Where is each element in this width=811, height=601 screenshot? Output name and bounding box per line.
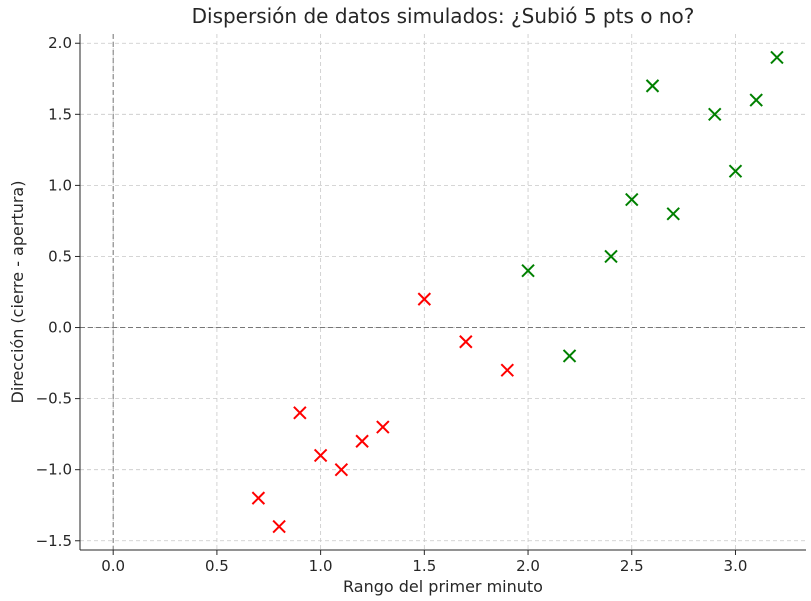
data-point — [293, 406, 307, 420]
x-tick-label: 0.0 — [101, 557, 125, 575]
data-point — [334, 462, 349, 477]
y-tick-label: −1.5 — [36, 532, 72, 550]
data-points — [251, 50, 784, 534]
data-point — [770, 50, 784, 65]
x-axis-ticks: 0.0 0.5 1.0 1.5 2.0 2.5 3.0 — [101, 550, 747, 575]
data-point — [355, 434, 369, 448]
y-tick-label: 0.5 — [48, 247, 72, 265]
reference-lines — [80, 34, 806, 550]
data-point — [500, 363, 515, 377]
data-point — [521, 263, 535, 278]
x-tick-label: 2.0 — [516, 557, 540, 575]
y-tick-label: −1.0 — [36, 461, 72, 479]
x-tick-label: 1.5 — [412, 557, 436, 575]
data-point — [645, 79, 660, 93]
y-tick-label: 1.0 — [48, 176, 72, 194]
axes — [79, 34, 806, 551]
data-point — [728, 164, 743, 178]
data-point — [666, 207, 680, 221]
chart-title: Dispersión de datos simulados: ¿Subió 5 … — [192, 4, 695, 28]
y-axis-label: Dirección (cierre - apertura) — [8, 181, 27, 404]
y-tick-label: 0.0 — [48, 319, 72, 337]
y-tick-label: −0.5 — [36, 390, 72, 408]
data-point — [313, 448, 328, 463]
y-axis-ticks: −1.5 −1.0 −0.5 0.0 0.5 1.0 1.5 2.0 — [36, 34, 80, 550]
data-point — [417, 292, 432, 306]
data-point — [272, 519, 286, 534]
data-point — [459, 335, 473, 349]
data-point — [708, 107, 722, 122]
data-point — [604, 249, 618, 264]
data-point — [251, 491, 266, 505]
data-point — [749, 93, 763, 107]
y-tick-label: 1.5 — [48, 105, 72, 123]
grid-lines — [80, 34, 806, 550]
x-tick-label: 0.5 — [205, 557, 229, 575]
x-tick-label: 2.5 — [620, 557, 644, 575]
data-point — [625, 192, 639, 207]
x-tick-label: 3.0 — [724, 557, 748, 575]
data-point — [562, 349, 577, 363]
data-point — [376, 420, 390, 434]
x-tick-label: 1.0 — [309, 557, 333, 575]
x-axis-label: Rango del primer minuto — [343, 577, 543, 596]
y-tick-label: 2.0 — [48, 34, 72, 52]
